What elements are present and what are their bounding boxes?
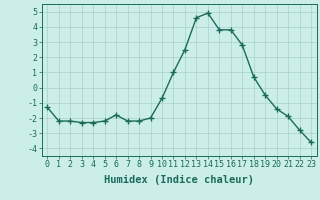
X-axis label: Humidex (Indice chaleur): Humidex (Indice chaleur) (104, 175, 254, 185)
